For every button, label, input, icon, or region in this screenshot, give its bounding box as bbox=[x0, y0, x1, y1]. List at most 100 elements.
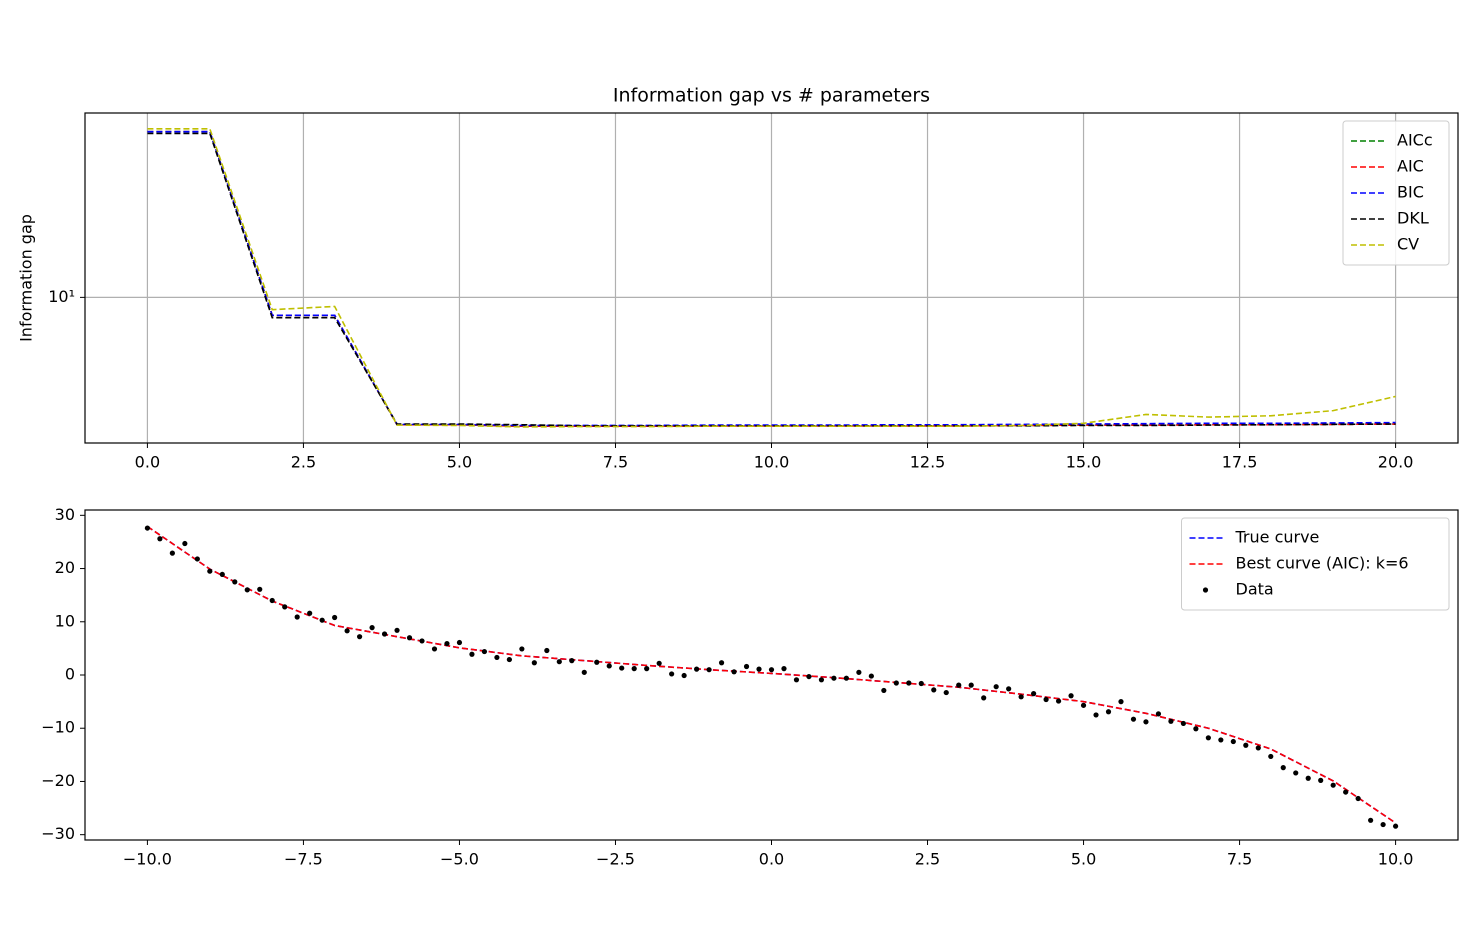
data-point bbox=[1368, 817, 1374, 823]
data-point bbox=[881, 687, 887, 694]
data-point bbox=[1243, 742, 1249, 748]
data-point bbox=[282, 604, 288, 610]
data-point bbox=[644, 666, 650, 672]
data-point bbox=[1268, 753, 1274, 760]
legend-label: AIC bbox=[1397, 157, 1424, 176]
data-point bbox=[1143, 719, 1149, 725]
x-tick-label: 15.0 bbox=[1066, 453, 1102, 472]
data-point bbox=[469, 651, 475, 657]
x-tick-label: 7.5 bbox=[1227, 850, 1252, 869]
plot-area bbox=[147, 128, 1396, 428]
data-point bbox=[768, 667, 775, 673]
data-point bbox=[257, 586, 263, 592]
data-point bbox=[1068, 693, 1074, 699]
data-point bbox=[1218, 737, 1224, 743]
x-tick-label: 20.0 bbox=[1378, 453, 1414, 472]
legend-label: BIC bbox=[1397, 183, 1424, 202]
data-point bbox=[394, 627, 400, 633]
data-point bbox=[269, 597, 275, 604]
legend-box bbox=[1342, 120, 1450, 266]
data-point bbox=[406, 635, 413, 641]
data-point bbox=[656, 660, 662, 666]
data-point bbox=[332, 614, 338, 621]
data-point bbox=[943, 689, 949, 696]
data-point bbox=[1155, 711, 1162, 717]
data-point bbox=[1130, 716, 1137, 722]
x-tick-label: 10.0 bbox=[754, 453, 790, 472]
data-point bbox=[1305, 775, 1311, 781]
data-point bbox=[531, 660, 537, 666]
data-point bbox=[756, 666, 762, 672]
data-point bbox=[893, 680, 899, 686]
data-point bbox=[906, 680, 912, 686]
legend-label: True curve bbox=[1235, 528, 1320, 547]
chart-title: Information gap vs # parameters bbox=[613, 85, 930, 107]
data-point bbox=[569, 658, 575, 664]
y-tick-label: 10¹ bbox=[48, 287, 75, 306]
data-point bbox=[1168, 718, 1174, 724]
y-tick-label: 0 bbox=[65, 665, 75, 684]
data-point bbox=[981, 695, 987, 701]
legend-marker bbox=[1202, 587, 1209, 593]
data-point bbox=[444, 640, 450, 647]
data-point bbox=[1093, 712, 1099, 718]
x-tick-label: 17.5 bbox=[1222, 453, 1258, 472]
data-point bbox=[818, 677, 825, 683]
data-point bbox=[1105, 709, 1112, 715]
data-point bbox=[743, 663, 750, 670]
data-point bbox=[1280, 765, 1286, 771]
data-point bbox=[581, 669, 587, 675]
x-tick-label: 0.0 bbox=[135, 453, 160, 472]
data-point bbox=[1180, 720, 1186, 727]
data-point bbox=[706, 667, 712, 673]
data-point bbox=[431, 646, 438, 652]
y-tick-label: 20 bbox=[55, 558, 75, 577]
plot-area bbox=[144, 525, 1399, 829]
data-point bbox=[419, 638, 425, 644]
data-point bbox=[1006, 686, 1012, 692]
data-point bbox=[1205, 735, 1211, 741]
data-point bbox=[207, 568, 213, 574]
data-point bbox=[1343, 789, 1349, 795]
data-point bbox=[182, 540, 188, 547]
data-point bbox=[1293, 770, 1299, 776]
data-point bbox=[494, 654, 500, 661]
data-point bbox=[344, 628, 350, 634]
x-tick-label: 7.5 bbox=[603, 453, 628, 472]
legend-label: DKL bbox=[1397, 209, 1429, 228]
x-tick-label: −10.0 bbox=[123, 850, 172, 869]
data-point bbox=[1055, 698, 1062, 704]
data-point bbox=[519, 646, 525, 652]
data-point bbox=[1118, 699, 1124, 705]
data-point bbox=[381, 631, 388, 637]
x-tick-label: 5.0 bbox=[447, 453, 472, 472]
data-point bbox=[1193, 726, 1199, 732]
data-point bbox=[232, 579, 238, 585]
legend-label: Data bbox=[1236, 580, 1274, 599]
data-point bbox=[144, 525, 151, 531]
data-point bbox=[544, 647, 550, 654]
data-point bbox=[781, 666, 787, 672]
data-point bbox=[307, 610, 313, 616]
data-point bbox=[594, 659, 600, 665]
y-tick-label: −10 bbox=[41, 718, 75, 737]
data-point bbox=[1392, 823, 1399, 829]
x-tick-label: 2.5 bbox=[915, 850, 940, 869]
y-tick-label: 10 bbox=[55, 611, 75, 630]
data-point bbox=[1043, 696, 1049, 703]
data-point bbox=[1318, 777, 1324, 783]
series-line bbox=[147, 130, 1396, 427]
legend-box bbox=[1181, 517, 1450, 611]
data-point bbox=[793, 677, 800, 683]
data-point bbox=[843, 675, 849, 681]
series-line bbox=[147, 132, 1396, 427]
data-point bbox=[718, 660, 725, 666]
axes-frame bbox=[84, 112, 1459, 444]
data-point bbox=[1330, 782, 1336, 788]
data-point bbox=[806, 673, 812, 680]
x-tick-label: −5.0 bbox=[440, 850, 479, 869]
x-tick-label: 2.5 bbox=[291, 453, 316, 472]
y-axis-label: Information gap bbox=[17, 214, 36, 342]
data-point bbox=[918, 680, 924, 687]
